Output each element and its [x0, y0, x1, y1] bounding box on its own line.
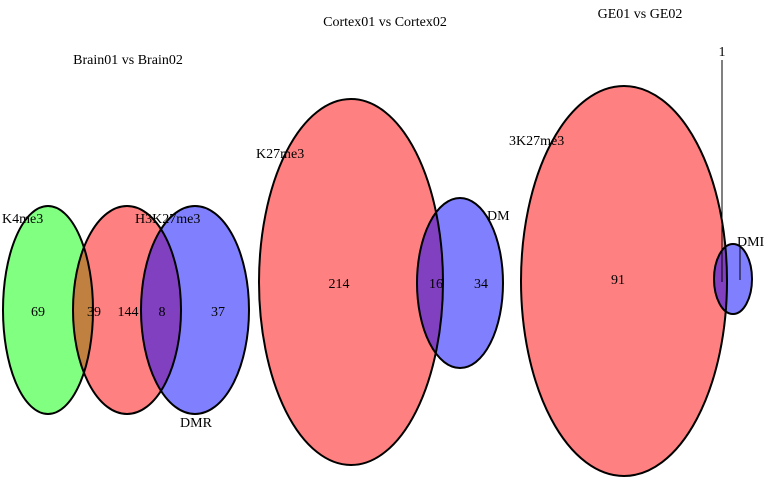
set-label-dm: DM — [487, 209, 510, 224]
outline-group-cortex — [258, 98, 504, 466]
outline-group-brain — [2, 205, 250, 415]
set-ellipse-k4me3 — [3, 206, 93, 414]
region-count-k4me3-h3k27me3: 39 — [87, 305, 101, 320]
set-label-h3k27me3: H3K27me3 — [135, 212, 200, 227]
region-count-k27me3-only: 214 — [329, 277, 350, 292]
region-count-h3k27me3-only: 144 — [118, 305, 139, 320]
region-count-dmr-only: 37 — [211, 305, 225, 320]
overlap-h3k27me3-dmr — [141, 206, 181, 414]
outline-k27me3 — [258, 98, 444, 466]
overlap-k27me3-dm — [417, 198, 443, 368]
panel-title-brain: Brain01 vs Brain02 — [73, 53, 183, 68]
set-label-3k27me3: 3K27me3 — [509, 134, 564, 149]
set-label-k27me3: K27me3 — [256, 147, 304, 162]
outline-dmr — [140, 205, 250, 415]
outline-group-ge — [520, 85, 753, 477]
set-label-k4me3: K4me3 — [2, 212, 43, 227]
region-count-k27me3-dm: 16 — [429, 277, 443, 292]
outline-h3k27me3 — [72, 205, 182, 415]
set-label-dmi: DMI — [737, 235, 765, 250]
panel-brain: Brain01 vs Brain02 K4me3 H3K27me3 DMR 69… — [2, 53, 250, 431]
counts-group-brain: 69 39 144 8 37 — [31, 305, 225, 320]
region-count-3k27me3-dmi: 1 — [719, 45, 726, 60]
set-label-dmr: DMR — [180, 416, 213, 431]
set-ellipse-k27me3 — [259, 99, 443, 465]
counts-group-cortex: 214 16 34 — [329, 277, 489, 292]
outline-dm — [416, 197, 504, 369]
outline-3k27me3 — [520, 85, 728, 477]
outline-k4me3 — [2, 205, 94, 415]
region-count-dm-only: 34 — [474, 277, 488, 292]
panel-cortex: Cortex01 vs Cortex02 K27me3 DM 214 16 34 — [256, 15, 510, 466]
panel-title-ge: GE01 vs GE02 — [598, 7, 683, 22]
overlap-3k27me3-dmi — [714, 244, 727, 314]
region-count-3k27me3-only: 91 — [611, 273, 625, 288]
panel-ge: GE01 vs GE02 3K27me3 DMI 91 1 — [509, 7, 765, 477]
counts-group-ge: 91 1 — [611, 45, 726, 288]
leader-lines-ge — [721, 60, 741, 282]
outline-dmi — [713, 243, 753, 315]
panel-title-cortex: Cortex01 vs Cortex02 — [323, 15, 447, 30]
set-ellipse-3k27me3 — [521, 86, 727, 476]
region-count-h3k27me3-dmr: 8 — [159, 305, 166, 320]
region-count-k4me3-only: 69 — [31, 305, 45, 320]
